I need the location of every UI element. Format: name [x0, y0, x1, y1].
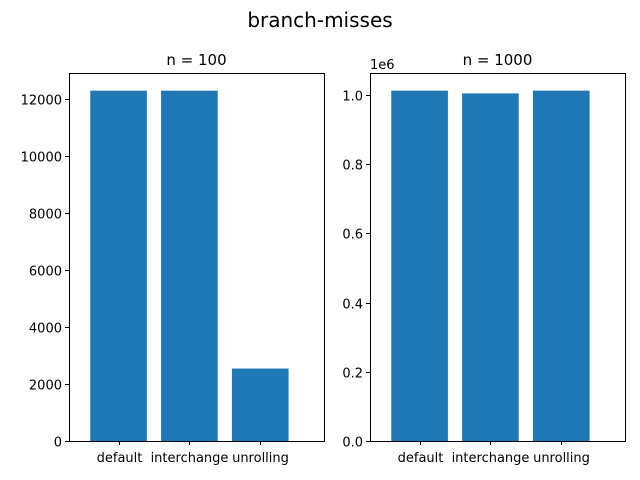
y-tick-label: 0.4	[342, 298, 363, 313]
bar-default	[90, 90, 147, 441]
y-tick-label: 0	[54, 436, 62, 451]
y-tick-label: 12000	[21, 94, 62, 109]
bar-unrolling	[532, 90, 590, 441]
y-offset-label: 1e6	[370, 58, 395, 73]
axes-title: n = 100	[166, 51, 226, 69]
bar-default	[391, 90, 448, 441]
bar-interchange	[462, 93, 519, 441]
y-tick-label: 10000	[21, 151, 62, 166]
y-tick-label: 0.2	[342, 367, 363, 382]
y-tick-label: 2000	[29, 379, 62, 394]
bar-interchange	[161, 90, 218, 441]
y-tick-label: 0.0	[342, 436, 363, 451]
x-tick-label: default	[398, 451, 444, 466]
y-tick-label: 4000	[29, 322, 62, 337]
x-tick-label: interchange	[151, 451, 229, 466]
y-tick-label: 6000	[29, 265, 62, 280]
y-tick-label: 0.8	[342, 159, 363, 174]
axes-frame	[69, 73, 325, 442]
axes-title: n = 1000	[463, 51, 533, 69]
x-tick-label: interchange	[452, 451, 530, 466]
x-tick-label: unrolling	[533, 451, 590, 466]
y-tick-label: 0.6	[342, 228, 363, 243]
figure-title: branch-misses	[247, 8, 392, 32]
y-tick-label: 8000	[29, 208, 62, 223]
subplot-1: n = 100 0 2000 4000 6000 8000 10000 12000 defaul…	[21, 51, 325, 466]
x-tick-label: default	[97, 451, 143, 466]
axes-frame	[370, 73, 626, 442]
x-tick-label: unrolling	[232, 451, 289, 466]
subplot-2: n = 1000 0.0 0.2 0.4 0.6 0.8 1.0 default interch…	[342, 51, 626, 466]
subplots: n = 100020004000600080001000012000defaul…	[21, 51, 626, 466]
y-tick-label: 1.0	[342, 90, 363, 105]
bar-unrolling	[231, 368, 289, 441]
